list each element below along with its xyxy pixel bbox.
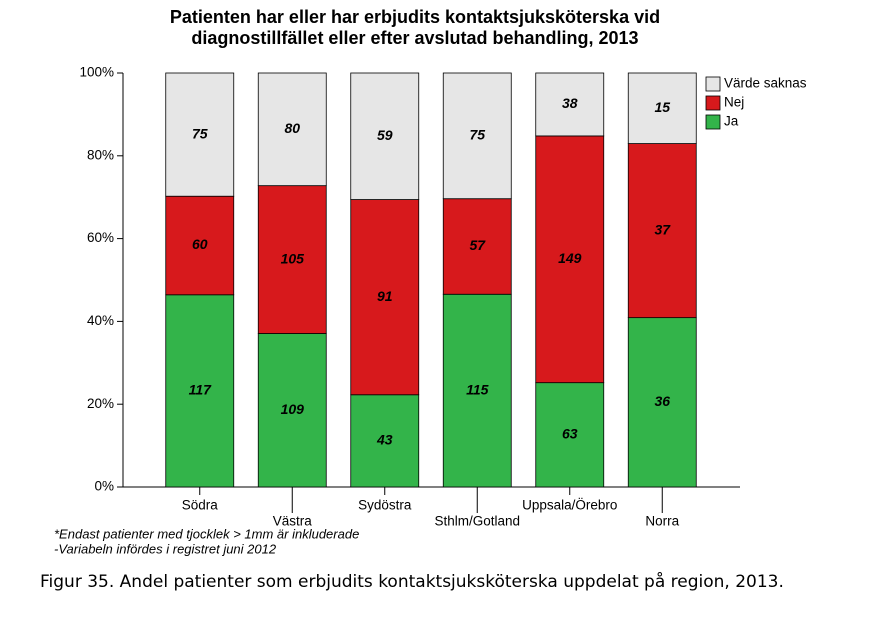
bar-segment bbox=[535, 135, 605, 384]
data-label: 43 bbox=[376, 432, 393, 448]
bar-segment bbox=[627, 143, 697, 319]
bar-segment bbox=[627, 317, 697, 488]
bar-segment bbox=[627, 72, 697, 144]
x-tick-label: Norra bbox=[645, 514, 679, 529]
bar-segment bbox=[442, 293, 512, 488]
footnote: -Variabeln infördes i registret juni 201… bbox=[54, 541, 277, 556]
data-label: 115 bbox=[466, 381, 489, 397]
legend-label: Nej bbox=[724, 95, 744, 110]
bar-segment bbox=[257, 333, 327, 488]
bar-segment bbox=[165, 195, 235, 296]
bar-segment bbox=[165, 72, 235, 197]
data-label: 91 bbox=[377, 288, 393, 304]
bar-segment bbox=[535, 382, 605, 488]
bar-segment bbox=[257, 72, 327, 187]
bar-segment bbox=[535, 72, 605, 137]
bar-segment bbox=[350, 72, 420, 200]
data-label: 60 bbox=[192, 236, 208, 252]
data-label: 36 bbox=[654, 393, 670, 409]
chart-title: Patienten har eller har erbjudits kontak… bbox=[170, 7, 660, 27]
bar-segment bbox=[165, 294, 235, 488]
legend-label: Värde saknas bbox=[724, 76, 807, 91]
x-tick-label: Uppsala/Örebro bbox=[522, 498, 617, 513]
data-label: 149 bbox=[558, 250, 582, 266]
bar-segment bbox=[442, 198, 512, 295]
y-tick-label: 80% bbox=[87, 147, 114, 162]
y-tick-label: 100% bbox=[79, 65, 114, 80]
y-tick-label: 20% bbox=[87, 396, 114, 411]
data-label: 75 bbox=[469, 127, 485, 143]
bar-segment bbox=[442, 72, 512, 200]
data-label: 105 bbox=[281, 250, 305, 266]
chart-title: diagnostillfället eller efter avslutad b… bbox=[191, 28, 638, 48]
data-label: 59 bbox=[377, 127, 393, 143]
legend-swatch bbox=[705, 114, 721, 130]
y-tick-label: 40% bbox=[87, 313, 114, 328]
data-label: 75 bbox=[192, 125, 208, 141]
x-tick-label: Sthlm/Gotland bbox=[434, 514, 520, 529]
data-label: 109 bbox=[281, 401, 305, 417]
bar-segment bbox=[350, 199, 420, 396]
data-label: 38 bbox=[562, 95, 578, 111]
x-tick-label: Västra bbox=[273, 514, 313, 529]
y-tick-label: 60% bbox=[87, 230, 114, 245]
data-label: 15 bbox=[654, 99, 670, 115]
data-label: 117 bbox=[189, 382, 213, 398]
legend-label: Ja bbox=[724, 114, 739, 129]
y-tick-label: 0% bbox=[94, 479, 114, 494]
legend-swatch bbox=[705, 76, 721, 92]
data-label: 80 bbox=[284, 120, 300, 136]
data-label: 37 bbox=[654, 221, 671, 237]
x-tick-label: Södra bbox=[182, 498, 219, 513]
caption: Figur 35. Andel patienter som erbjudits … bbox=[40, 571, 784, 592]
footnote: *Endast patienter med tjocklek > 1mm är … bbox=[54, 526, 359, 541]
data-label: 57 bbox=[469, 237, 486, 253]
bar-segment bbox=[257, 185, 327, 334]
bar-segment bbox=[350, 394, 420, 488]
data-label: 63 bbox=[562, 426, 578, 442]
legend-swatch bbox=[705, 95, 721, 111]
x-tick-label: Sydöstra bbox=[358, 498, 412, 513]
